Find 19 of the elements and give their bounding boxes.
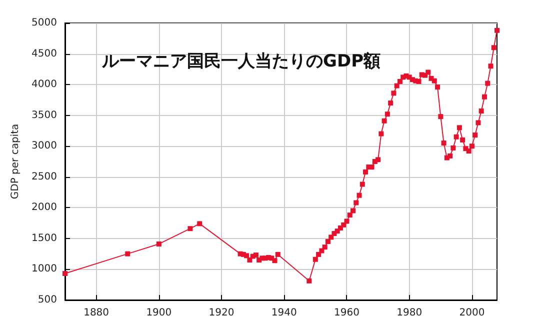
y-tick-label: 3500 <box>32 110 57 121</box>
x-tick-label: 1920 <box>208 308 234 318</box>
y-tick-label: 1000 <box>32 264 57 275</box>
y-tick-label: 2500 <box>32 171 57 182</box>
y-tick-label: 4000 <box>32 79 57 90</box>
x-tick-label: 1980 <box>396 308 422 318</box>
text: ルーマニア国民一人当たりのGDP額 <box>101 52 381 72</box>
y-tick-label: 2000 <box>32 202 57 214</box>
y-tick-label: 500 <box>38 294 57 306</box>
x-tick-label: 1880 <box>84 308 110 318</box>
y-tick-label: 1500 <box>32 232 57 244</box>
y-tick-label: 3000 <box>32 140 57 152</box>
y-tick-label: 5000 <box>32 18 57 28</box>
x-tick-label: 1900 <box>146 308 172 318</box>
x-tick-label: 1960 <box>334 308 360 318</box>
x-tick-label: 1940 <box>271 308 297 318</box>
y-tick-label: 4500 <box>32 48 57 60</box>
y-axis-title: GDP per capita <box>10 124 22 200</box>
x-tick-label: 2000 <box>459 308 485 318</box>
